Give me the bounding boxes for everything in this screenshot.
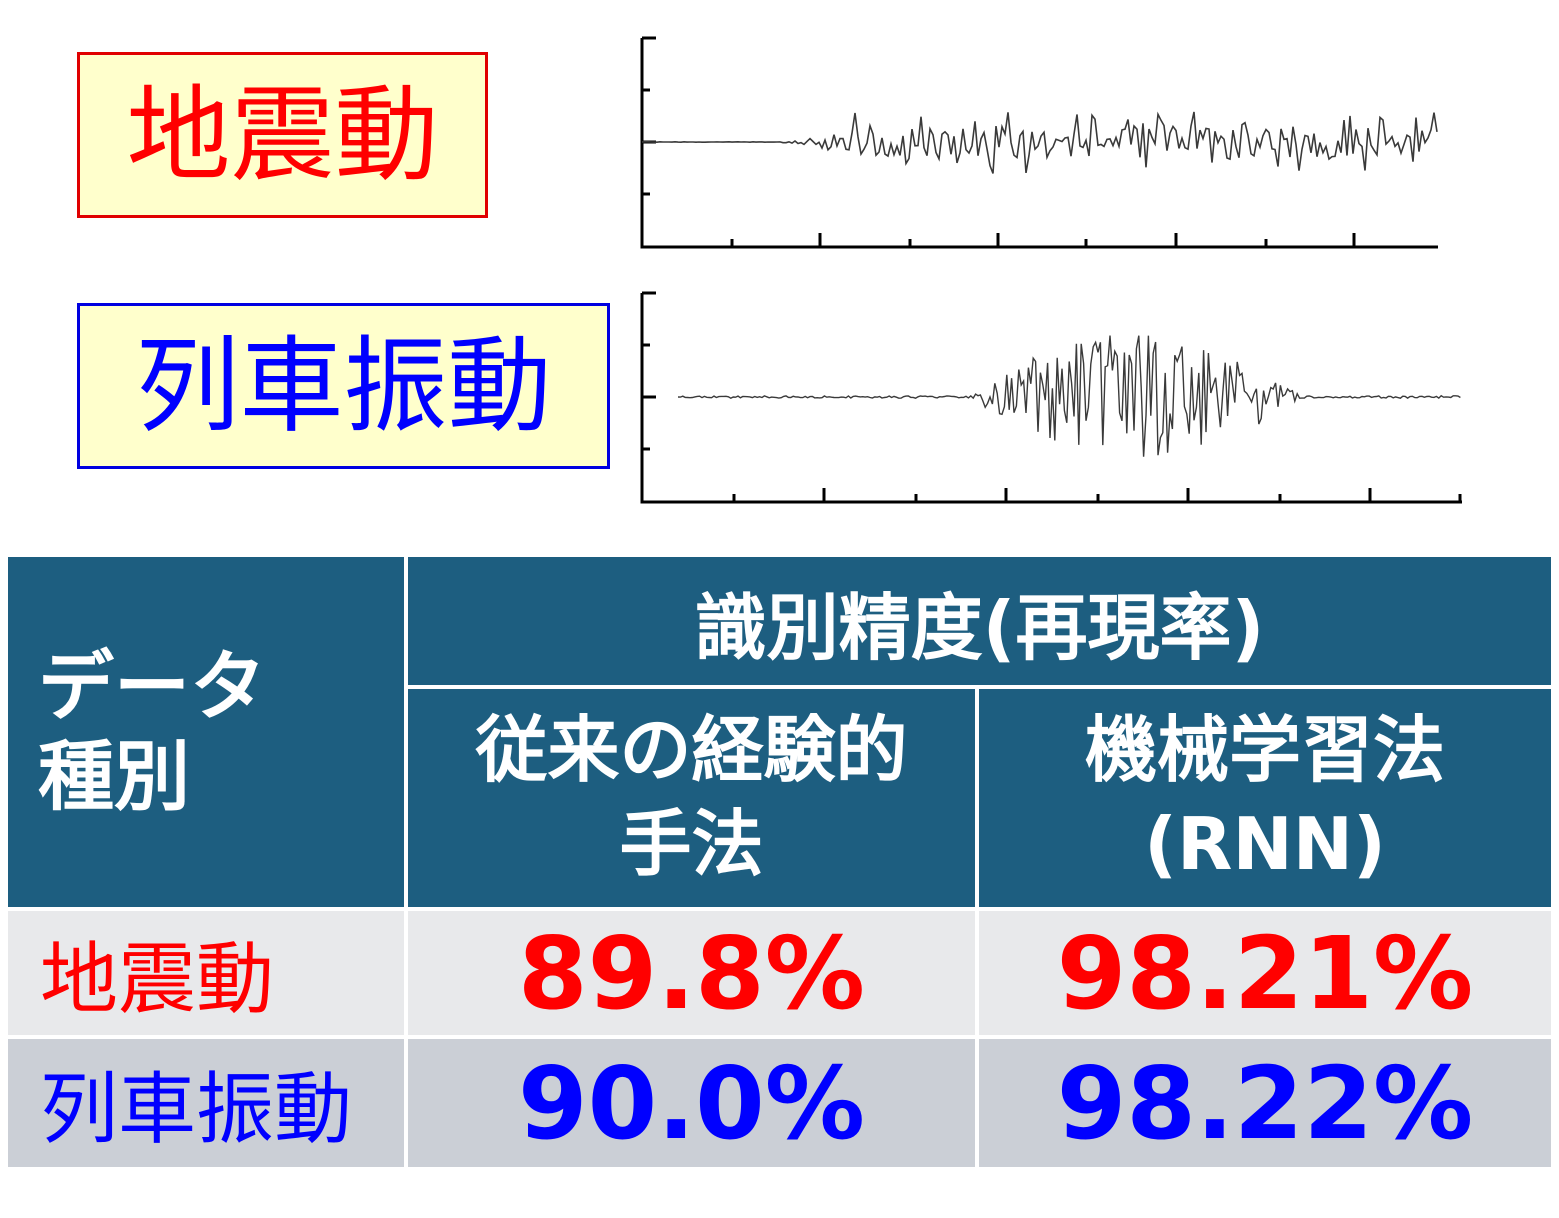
earthquake-ml-value: 98.21% (979, 911, 1552, 1035)
earthquake-label: 地震動 (126, 74, 439, 196)
earthquake-waveform (640, 36, 1438, 249)
train-vibration-waveform (640, 291, 1462, 504)
train-vibration-label: 列車振動 (135, 325, 552, 447)
train-vibration-conventional-value: 90.0% (408, 1039, 975, 1167)
earthquake-waveform-x-ticks (730, 233, 1356, 247)
train-vibration-waveform-x-ticks (732, 488, 1462, 502)
header-data-type-line1: データ (38, 642, 266, 732)
earthquake-waveform-axes (640, 38, 1438, 249)
earthquake-waveform-trace (641, 111, 1438, 174)
row-type-earthquake: 地震動 (8, 911, 404, 1035)
row-type-train-vibration: 列車振動 (8, 1039, 404, 1167)
earthquake-waveform-y-ticks (642, 36, 656, 196)
header-ml-line1: 機械学習法 (1085, 708, 1446, 793)
train-vibration-ml-value: 98.22% (979, 1039, 1552, 1167)
train-vibration-waveform-trace (677, 335, 1461, 457)
header-conventional-line1: 従来の経験的 (475, 708, 908, 793)
table-row: 列車振動 90.0% 98.22% (8, 1039, 1552, 1167)
header-conventional-method: 従来の経験的 手法 (408, 689, 975, 907)
table-row: 地震動 89.8% 98.21% (8, 911, 1552, 1035)
header-machine-learning: 機械学習法 (RNN) (979, 689, 1552, 907)
header-data-type: データ 種別 (8, 557, 404, 907)
train-vibration-label-box: 列車振動 (77, 303, 610, 469)
earthquake-conventional-value: 89.8% (408, 911, 975, 1035)
train-vibration-waveform-y-ticks (642, 291, 656, 451)
header-data-type-line2: 種別 (38, 732, 190, 821)
header-conventional-line2: 手法 (619, 802, 764, 886)
accuracy-table: データ 種別 識別精度(再現率) 従来の経験的 手法 機械学習法 (RNN) 地… (4, 553, 1555, 1171)
header-ml-line2: (RNN) (1144, 802, 1386, 886)
header-accuracy-group: 識別精度(再現率) (408, 557, 1552, 685)
earthquake-label-box: 地震動 (77, 52, 488, 218)
